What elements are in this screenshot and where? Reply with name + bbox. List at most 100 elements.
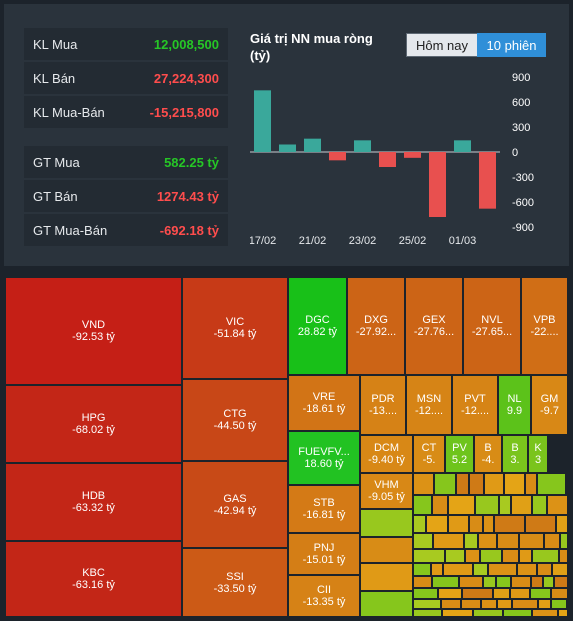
ten-sessions-button[interactable]: 10 phiên [477,33,546,57]
bar-17/02[interactable] [254,90,271,152]
treemap-tile-small[interactable] [413,563,431,576]
treemap-tile-dgc[interactable]: DGC 28.82 tỷ [288,277,347,375]
treemap-tile-small[interactable] [443,563,473,576]
treemap-tile-small[interactable] [488,563,517,576]
treemap-tile-ct[interactable]: CT -5. [413,435,445,473]
treemap-tile-small[interactable] [525,515,556,533]
treemap-tile-small[interactable] [448,495,475,515]
treemap-tile-vic[interactable]: VIC -51.84 tỷ [182,277,288,379]
treemap-tile-small[interactable] [547,495,568,515]
treemap-tile-small[interactable] [413,576,432,588]
treemap-tile-b[interactable]: B 3. [502,435,528,473]
treemap-tile-small[interactable] [360,537,413,563]
treemap-tile-small[interactable] [438,588,462,599]
treemap-tile-ctg[interactable]: CTG -44.50 tỷ [182,379,288,461]
treemap-tile-small[interactable] [469,473,484,495]
treemap-tile-vnd[interactable]: VND -92.53 tỷ [5,277,182,385]
treemap-tile-small[interactable] [502,549,519,563]
treemap-tile-ssi[interactable]: SSI -33.50 tỷ [182,548,288,617]
treemap-tile-stb[interactable]: STB -16.81 tỷ [288,485,360,533]
treemap-tile-b[interactable]: B -4. [474,435,502,473]
treemap-tile-nvl[interactable]: NVL -27.65... [463,277,521,375]
treemap-tile-small[interactable] [538,599,551,609]
treemap-tile-pdr[interactable]: PDR -13.... [360,375,406,435]
treemap-tile-hpg[interactable]: HPG -68.02 tỷ [5,385,182,463]
bar-25/02[interactable] [404,152,421,158]
treemap-tile-small[interactable] [413,533,433,549]
treemap-tile-small[interactable] [475,495,499,515]
treemap-tile-small[interactable] [567,599,569,609]
treemap-tile-small[interactable] [481,599,497,609]
treemap-tile-small[interactable] [493,588,510,599]
treemap-tile-small[interactable] [484,473,504,495]
treemap-tile-small[interactable] [497,533,519,549]
treemap-tile-small[interactable] [413,599,441,609]
treemap-tile-small[interactable] [558,609,568,617]
treemap-tile-kbc[interactable]: KBC -63.16 tỷ [5,541,182,617]
treemap-tile-small[interactable] [456,473,469,495]
treemap-tile-small[interactable] [413,549,445,563]
treemap-tile-small[interactable] [413,473,434,495]
treemap-tile-small[interactable] [413,588,438,599]
treemap-tile-nl[interactable]: NL 9.9 [498,375,531,435]
treemap-tile-small[interactable] [433,533,464,549]
treemap-tile-hdb[interactable]: HDB -63.32 tỷ [5,463,182,541]
treemap-tile-pnj[interactable]: PNJ -15.01 tỷ [288,533,360,575]
treemap-tile-small[interactable] [503,609,532,617]
treemap-tile-small[interactable] [559,549,568,563]
treemap-tile-small[interactable] [525,473,537,495]
treemap-tile-fuevfv[interactable]: FUEVFV... 18.60 tỷ [288,431,360,485]
bar-23/02[interactable] [354,140,371,152]
treemap-tile-small[interactable] [530,588,551,599]
treemap-tile-gex[interactable]: GEX -27.76... [405,277,463,375]
treemap-tile-small[interactable] [532,549,559,563]
treemap-tile-small[interactable] [483,576,496,588]
treemap-tile-small[interactable] [360,509,413,537]
treemap-tile-small[interactable] [517,563,537,576]
treemap-tile-small[interactable] [560,533,568,549]
treemap-tile-small[interactable] [413,515,426,533]
treemap-tile-small[interactable] [426,515,448,533]
treemap-tile-small[interactable] [465,549,480,563]
treemap-tile-small[interactable] [473,563,488,576]
bar-02/03[interactable] [479,152,496,209]
treemap-tile-small[interactable] [462,588,493,599]
treemap-tile-small[interactable] [448,515,469,533]
treemap-tile-small[interactable] [519,533,544,549]
treemap-tile-small[interactable] [511,495,532,515]
treemap-tile-small[interactable] [494,515,525,533]
treemap-tile-small[interactable] [464,533,478,549]
treemap-tile-dxg[interactable]: DXG -27.92... [347,277,405,375]
treemap-tile-small[interactable] [499,495,511,515]
treemap-tile-small[interactable] [497,599,512,609]
treemap-tile-small[interactable] [556,515,568,533]
treemap-tile-small[interactable] [566,473,568,495]
treemap-tile-small[interactable] [543,576,554,588]
treemap-tile-small[interactable] [532,495,547,515]
treemap-tile-gm[interactable]: GM -9.7 [531,375,568,435]
treemap-tile-small[interactable] [551,588,568,599]
treemap-tile-small[interactable] [519,549,532,563]
treemap-tile-vre[interactable]: VRE -18.61 tỷ [288,375,360,431]
treemap-tile-vpb[interactable]: VPB -22.... [521,277,568,375]
treemap-tile-small[interactable] [480,549,502,563]
treemap-tile-small[interactable] [445,549,465,563]
treemap-tile-small[interactable] [432,495,448,515]
treemap-tile-small[interactable] [434,473,456,495]
treemap-tile-small[interactable] [483,515,494,533]
bar-22/02[interactable] [329,152,346,161]
treemap-tile-cii[interactable]: CII -13.35 tỷ [288,575,360,617]
bar-21/02[interactable] [304,138,321,152]
treemap-tile-dcm[interactable]: DCM -9.40 tỷ [360,435,413,473]
treemap-tile-small[interactable] [442,609,473,617]
treemap-tile-small[interactable] [537,563,552,576]
treemap-tile-small[interactable] [473,609,503,617]
treemap-tile-small[interactable] [544,533,560,549]
treemap-tile-pv[interactable]: PV 5.2 [445,435,474,473]
bar-28/02[interactable] [429,152,446,217]
treemap-tile-small[interactable] [510,588,530,599]
treemap-tile-small[interactable] [432,576,459,588]
treemap-tile-small[interactable] [469,515,483,533]
treemap-tile-small[interactable] [478,533,497,549]
